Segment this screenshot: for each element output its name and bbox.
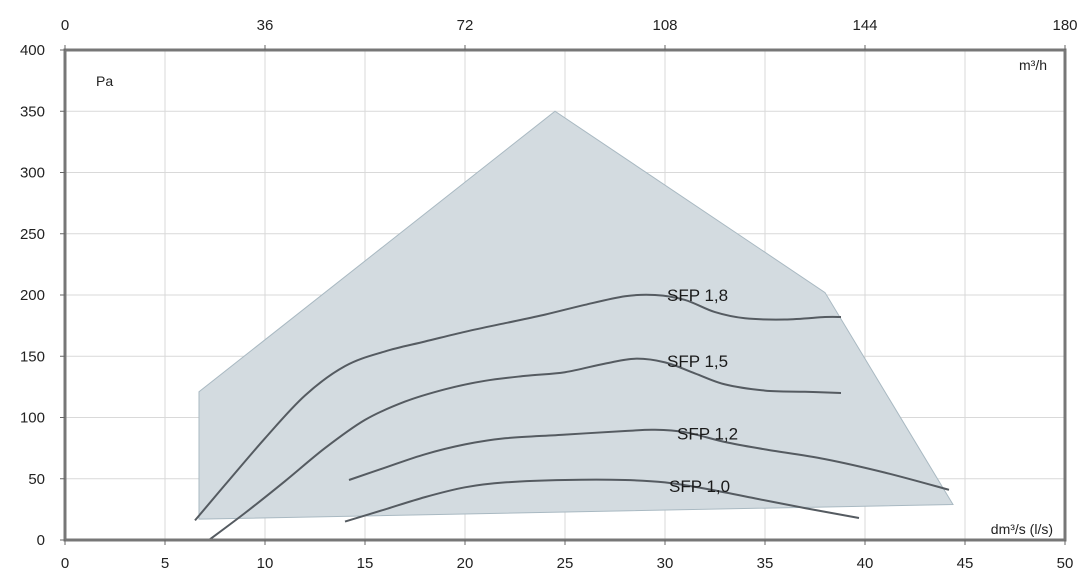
sfp-curves [194, 293, 950, 541]
y-tick-label: 350 [20, 103, 45, 120]
x-tick-label: 45 [957, 555, 974, 572]
x2-tick-label: 72 [457, 17, 474, 34]
x-tick-label: 20 [457, 555, 474, 572]
y-tick-label: 150 [20, 348, 45, 365]
operating-area [198, 110, 954, 520]
x-tick-label: 10 [257, 555, 274, 572]
sfp-curve-1 [194, 293, 842, 522]
x-axis-label: dm³/s (l/s) [991, 521, 1053, 537]
x-tick-label: 30 [657, 555, 674, 572]
x2-tick-label: 0 [61, 17, 69, 34]
x-tick-label: 40 [857, 555, 874, 572]
sfp-curve-label-3: SFP 1,2 [677, 424, 738, 443]
y-tick-label: 400 [20, 42, 45, 59]
x-tick-label: 0 [61, 555, 69, 572]
y-tick-label: 0 [37, 532, 45, 549]
x-tick-label: 15 [357, 555, 374, 572]
x2-tick-label: 108 [652, 17, 677, 34]
y-axis-ticks: 0 50 100 150 200 250 300 350 400 [20, 42, 65, 549]
sfp-curve-2 [208, 357, 842, 541]
x-axis-ticks: 0 5 10 15 20 25 30 35 40 45 50 [61, 540, 1074, 572]
sfp-curve-label-1: SFP 1,8 [667, 286, 728, 305]
x-tick-label: 50 [1057, 555, 1074, 572]
x2-tick-label: 144 [852, 17, 877, 34]
sfp-curve-label-2: SFP 1,5 [667, 352, 728, 371]
y-tick-label: 250 [20, 226, 45, 243]
x2-axis-ticks: 0 36 72 108 144 180 [61, 17, 1078, 50]
sfp-curve-labels: SFP 1,8 SFP 1,5 SFP 1,2 SFP 1,0 [667, 286, 738, 496]
x-tick-label: 25 [557, 555, 574, 572]
x-tick-label: 5 [161, 555, 169, 572]
x2-axis-label: m³/h [1019, 57, 1047, 73]
y-axis-label: Pa [96, 73, 113, 89]
sfp-curve-3 [348, 428, 950, 491]
x2-tick-label: 180 [1052, 17, 1077, 34]
x2-tick-label: 36 [257, 17, 274, 34]
sfp-curve-label-4: SFP 1,0 [669, 477, 730, 496]
y-tick-label: 100 [20, 410, 45, 427]
y-tick-label: 50 [28, 471, 45, 488]
y-tick-label: 200 [20, 287, 45, 304]
x-tick-label: 35 [757, 555, 774, 572]
sfp-curve-4 [344, 478, 860, 523]
y-tick-label: 300 [20, 165, 45, 182]
